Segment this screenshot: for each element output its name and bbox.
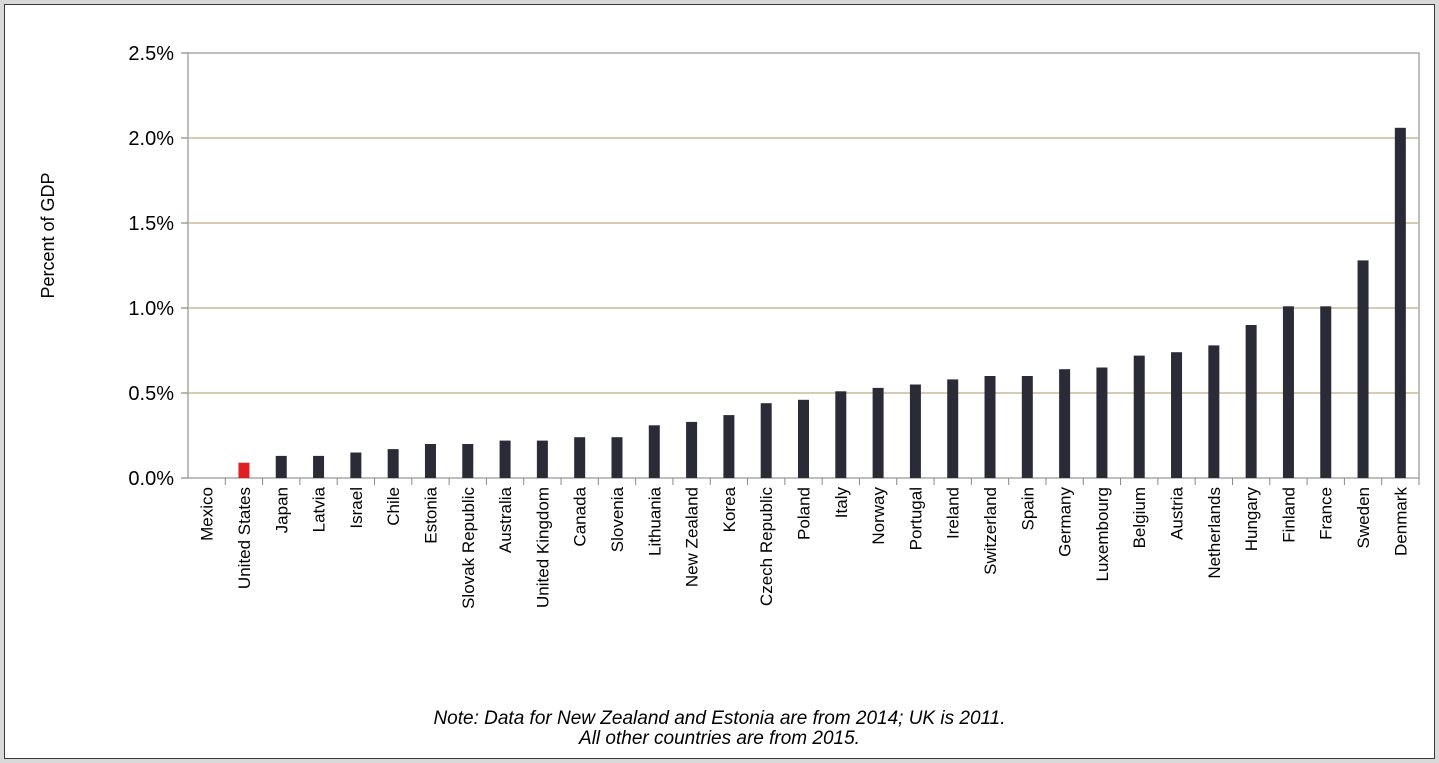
x-tick-label: New Zealand	[683, 487, 702, 587]
x-tick-label: Poland	[795, 487, 814, 540]
x-tick-label: Latvia	[310, 486, 329, 532]
x-tick-label: Canada	[571, 486, 590, 546]
bar	[1059, 369, 1071, 478]
x-tick-label: Austria	[1168, 486, 1187, 539]
x-tick-label: Ireland	[944, 487, 963, 539]
bar	[1133, 355, 1145, 478]
x-tick-label: Germany	[1056, 487, 1075, 557]
bar	[275, 455, 287, 478]
x-tick-label: Lithuania	[645, 486, 664, 556]
bar	[723, 415, 735, 478]
bar	[1208, 345, 1220, 478]
x-tick-label: Korea	[720, 486, 739, 532]
bar	[1021, 376, 1033, 478]
x-tick-label: Luxembourg	[1093, 487, 1112, 582]
bar	[648, 425, 660, 478]
x-tick-label: Czech Republic	[757, 487, 776, 607]
bar	[1245, 325, 1257, 478]
x-tick-label: Japan	[272, 487, 291, 533]
bar	[1320, 306, 1332, 478]
bar	[499, 440, 511, 478]
x-tick-label: Switzerland	[981, 487, 1000, 575]
x-tick-label: Denmark	[1391, 487, 1410, 556]
x-tick-label: Norway	[869, 487, 888, 545]
x-tick-label: Portugal	[906, 487, 925, 550]
bar	[798, 399, 809, 478]
bar	[350, 452, 362, 478]
y-tick-label: 0.5%	[128, 383, 174, 405]
x-tick-label: Finland	[1279, 487, 1298, 543]
chart-note-line-1: Note: Data for New Zealand and Estonia a…	[433, 708, 1006, 729]
bar	[686, 421, 698, 478]
bar	[1394, 127, 1406, 479]
x-tick-label: Chile	[384, 487, 403, 526]
bar	[909, 384, 921, 478]
bar	[238, 462, 250, 478]
chart-note-line-2: All other countries are from 2015.	[579, 728, 860, 749]
y-tick-label: 1.0%	[128, 298, 174, 320]
x-tick-label: United States	[235, 487, 254, 589]
bar	[1171, 352, 1183, 478]
x-tick-label: France	[1317, 487, 1336, 540]
bar	[760, 403, 772, 478]
x-tick-label: Netherlands	[1205, 487, 1224, 579]
bar	[536, 440, 548, 478]
bar	[574, 437, 586, 478]
y-tick-label: 2.0%	[128, 128, 174, 150]
y-tick-label: 0.0%	[128, 468, 174, 490]
chart-frame	[4, 4, 1435, 759]
bar	[424, 444, 436, 478]
bar	[611, 437, 623, 478]
x-tick-label: Belgium	[1130, 487, 1149, 548]
x-tick-label: Israel	[347, 487, 366, 529]
bar	[462, 444, 474, 478]
bar	[872, 387, 884, 478]
y-tick-label: 1.5%	[128, 213, 174, 235]
bar	[835, 391, 847, 478]
x-tick-label: Italy	[832, 487, 851, 519]
y-axis-title: Percent of GDP	[38, 172, 58, 298]
x-tick-label: Hungary	[1242, 487, 1261, 552]
y-tick-label: 2.5%	[128, 43, 174, 65]
bar	[1357, 260, 1369, 478]
bar	[387, 449, 399, 478]
bar	[1282, 306, 1294, 478]
bar	[313, 455, 325, 478]
bar	[947, 379, 959, 478]
x-tick-label: Slovak Republic	[459, 487, 478, 609]
x-tick-label: Mexico	[198, 487, 217, 541]
x-tick-label: Australia	[496, 486, 515, 553]
x-tick-label: Estonia	[421, 486, 440, 543]
x-tick-label: United Kingdom	[533, 487, 552, 608]
bar	[1096, 367, 1108, 478]
x-tick-label: Slovenia	[608, 486, 627, 552]
x-tick-label: Sweden	[1354, 487, 1373, 548]
x-tick-label: Spain	[1018, 487, 1037, 530]
bar	[984, 376, 996, 478]
